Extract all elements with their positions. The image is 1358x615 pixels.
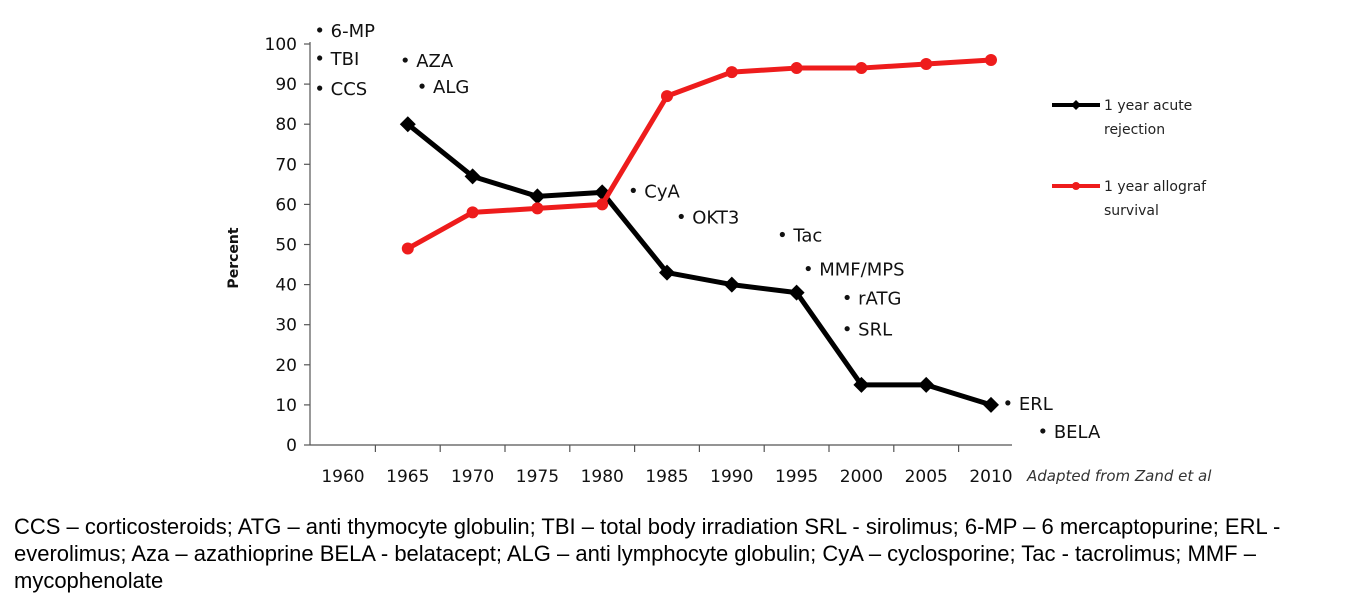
x-tick-label: 2010 <box>969 467 1012 487</box>
drug-annotation: AZA <box>402 51 454 72</box>
drug-annotation: rATG <box>844 288 901 309</box>
data-point <box>853 376 870 393</box>
legend-item: 1 year acute rejection <box>1052 98 1192 138</box>
drug-annotation: CCS <box>317 79 367 100</box>
y-tick-label: 20 <box>275 356 297 376</box>
x-tick-label: 1975 <box>516 467 559 487</box>
annotation-label: ALG <box>433 77 469 98</box>
annotation-label: CyA <box>644 181 680 202</box>
annotation-dot <box>419 83 425 89</box>
legend-label: rejection <box>1104 122 1165 138</box>
legend-item: 1 year allograf survival <box>1052 179 1207 219</box>
x-tick-label: 1990 <box>710 467 753 487</box>
data-point <box>464 168 481 185</box>
y-tick-label: 70 <box>275 155 297 175</box>
x-tick-label: 1960 <box>321 467 364 487</box>
annotation-label: 6-MP <box>331 21 375 42</box>
x-tick-label: 1980 <box>581 467 624 487</box>
data-point <box>399 116 416 133</box>
series-acute-rejection <box>399 116 999 413</box>
annotation-dot <box>779 231 785 238</box>
x-tick-label: 2000 <box>840 467 883 487</box>
annotation-dot <box>805 265 811 272</box>
data-point <box>661 90 673 103</box>
annotation-label: MMF/MPS <box>819 260 904 281</box>
data-point <box>725 66 738 79</box>
annotation-label: OKT3 <box>692 207 739 228</box>
annotation-dot <box>1040 428 1046 434</box>
legend-marker <box>1072 182 1080 190</box>
data-point <box>466 206 479 219</box>
drug-annotation: ERL <box>1005 394 1053 415</box>
annotation-dot <box>1005 400 1011 406</box>
data-point <box>790 62 803 75</box>
legend-label: 1 year allograf <box>1104 179 1207 195</box>
abbreviation-caption: CCS – corticosteroids; ATG – anti thymoc… <box>14 514 1281 593</box>
y-tick-label: 50 <box>275 236 297 256</box>
annotation-label: CCS <box>331 79 368 100</box>
y-axis-label: Percent <box>226 227 242 288</box>
annotation-label: TBI <box>330 49 360 70</box>
annotation-label: AZA <box>416 51 454 72</box>
legend-label: survival <box>1104 203 1159 219</box>
y-tick-label: 30 <box>275 316 297 336</box>
legend-marker <box>1071 100 1081 110</box>
data-point <box>855 62 868 75</box>
annotation-dot <box>630 187 636 193</box>
annotation-dot <box>317 55 323 61</box>
drug-annotation: Tac <box>779 225 822 246</box>
annotation-label: ERL <box>1019 394 1053 415</box>
annotation-label: SRL <box>858 320 892 341</box>
series-line <box>406 122 992 408</box>
data-point <box>531 202 544 215</box>
line-chart: 0 10 20 30 40 50 60 70 80 90 100 1960 1965 1970 1975 19… <box>226 21 1212 487</box>
annotation-dot <box>402 57 408 63</box>
y-tick-label: 80 <box>275 115 297 135</box>
x-tick-label: 1985 <box>645 467 688 487</box>
annotation-dot <box>844 294 850 301</box>
y-tick-label: 0 <box>286 436 297 456</box>
data-point <box>723 276 740 293</box>
legend-label: 1 year acute <box>1104 98 1192 114</box>
x-tick-label: 2005 <box>905 467 948 487</box>
annotation-dot <box>317 85 323 91</box>
series-allograft-survival <box>401 54 997 255</box>
x-tick-label: 1995 <box>775 467 818 487</box>
data-point <box>920 58 933 71</box>
drug-annotation: TBI <box>317 49 359 70</box>
data-point <box>918 376 935 393</box>
x-tick-label: 1970 <box>451 467 494 487</box>
data-point <box>983 396 999 413</box>
y-tick-label: 40 <box>275 276 297 296</box>
data-point <box>596 198 609 211</box>
series-line <box>406 57 992 251</box>
annotation-label: BELA <box>1054 422 1101 443</box>
drug-annotation: OKT3 <box>678 207 739 228</box>
annotation-label: Tac <box>792 225 822 246</box>
data-point <box>529 188 546 205</box>
data-point <box>985 54 997 67</box>
drug-annotation: SRL <box>844 320 892 341</box>
y-tick-label: 10 <box>275 396 297 416</box>
data-point <box>788 284 805 301</box>
data-point <box>659 264 675 281</box>
data-point <box>401 242 414 255</box>
annotation-label: rATG <box>858 288 901 309</box>
annotation-dot <box>678 213 684 220</box>
x-tick-label: 1965 <box>386 467 429 487</box>
y-tick-label: 100 <box>265 35 297 55</box>
y-tick-label: 90 <box>275 75 297 95</box>
y-tick-label: 60 <box>275 195 297 215</box>
drug-annotation: MMF/MPS <box>805 260 905 281</box>
drug-annotation: ALG <box>419 77 469 98</box>
drug-annotation: CyA <box>630 181 681 202</box>
source-credit: Adapted from Zand et al <box>1026 467 1212 485</box>
annotation-dot <box>844 326 850 332</box>
drug-annotation: 6-MP <box>317 21 375 42</box>
annotation-dot <box>317 27 323 33</box>
drug-annotation: BELA <box>1040 422 1101 443</box>
